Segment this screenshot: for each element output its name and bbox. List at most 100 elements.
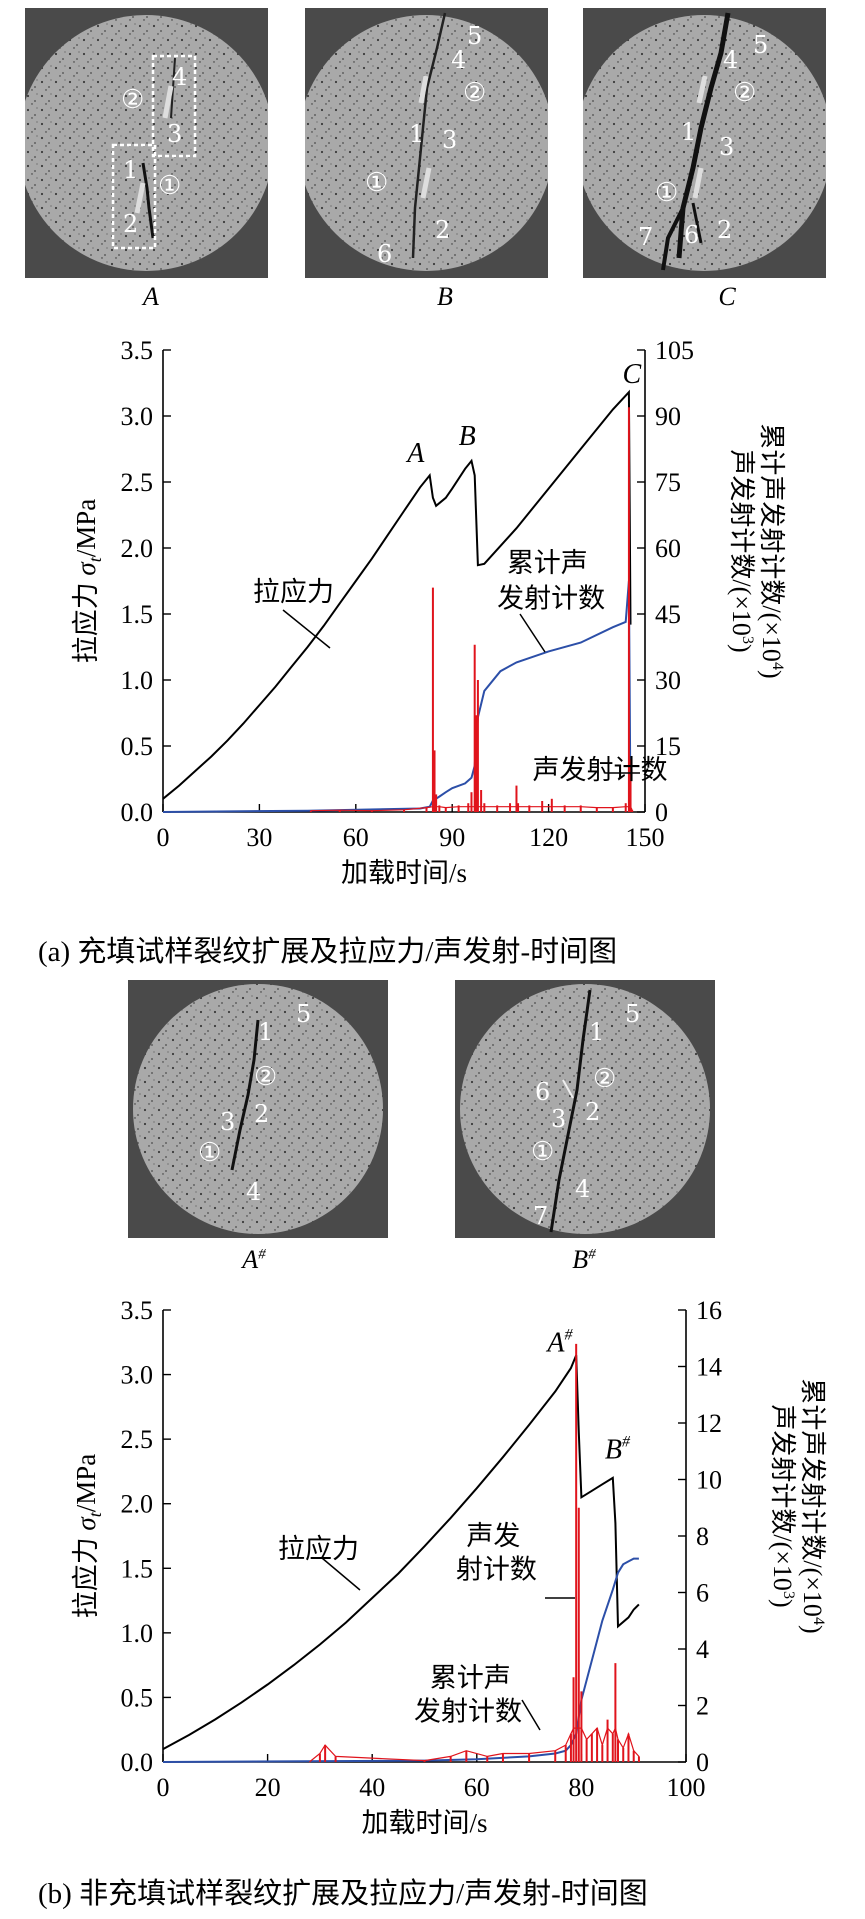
chart-annotation: B#: [605, 1434, 631, 1466]
stress-line: [162, 1354, 640, 1750]
y2-axis-label-ae: 声发射计数/(×103): [727, 449, 756, 652]
y-tick-label: 1.5: [121, 600, 154, 629]
x-tick-label: 30: [246, 823, 272, 852]
chart-annotation: 发射计数: [414, 1697, 522, 1727]
crack-marker: 3: [167, 120, 183, 148]
y-axis-label: 拉应力 σt/MPa: [71, 499, 105, 664]
chart-annotation: 声发: [466, 1521, 520, 1551]
y-tick-label: 3.5: [121, 1296, 154, 1325]
y2-tick-label: 14: [696, 1353, 722, 1382]
crack-marker: 6: [684, 221, 700, 249]
photo-specimen-a: 1 2 3 4 ① ②: [25, 8, 268, 278]
y2-axis-label-cumulative-sup: 4: [769, 662, 786, 670]
crack-marker: 4: [723, 46, 739, 74]
caption-a: (a) 充填试样裂纹扩展及拉应力/声发射-时间图: [38, 936, 618, 968]
photo-specimen-a-sharp: 1 2 3 4 5 ① ②: [128, 980, 388, 1238]
crack-circle-marker: ②: [593, 1064, 617, 1094]
chart-annotation: B: [459, 421, 476, 452]
x-tick-label: 90: [439, 823, 465, 852]
crack-marker: 1: [258, 1018, 274, 1046]
crack-marker: 7: [638, 223, 654, 251]
x-tick-label: 40: [359, 1773, 385, 1802]
y2-tick-label: 0: [655, 798, 668, 827]
y2-tick-label: 90: [655, 402, 681, 431]
y2-axis-label-ae-sup: 3: [739, 636, 756, 644]
leader-line: [519, 613, 546, 653]
y-tick-label: 2.5: [121, 468, 154, 497]
crack-marker: 2: [123, 210, 139, 238]
crack-marker: 1: [123, 156, 139, 184]
y2-tick-label: 105: [655, 336, 694, 365]
y2-tick-label: 16: [696, 1296, 722, 1325]
crack-marker: 6: [535, 1078, 551, 1106]
crack-circle-marker: ②: [121, 85, 145, 115]
y-tick-label: 1.0: [121, 666, 154, 695]
crack-marker: 2: [254, 1100, 270, 1128]
crack-marker: 2: [717, 216, 733, 244]
y-tick-label: 0.5: [121, 1683, 154, 1712]
y2-tick-label: 2: [696, 1692, 709, 1721]
leader-line: [282, 609, 331, 649]
photo-specimen-b-sharp: 1 2 3 4 5 6 7 ① ②: [455, 980, 715, 1238]
y-axis-label-part: 拉应力: [71, 1531, 101, 1619]
leader-line: [521, 1699, 541, 1731]
crack-circle-marker: ②: [733, 78, 757, 108]
chart-annotation: 累计声: [507, 548, 588, 578]
crack-circle-marker: ①: [158, 171, 182, 201]
chart-annotation-sup: #: [622, 1434, 631, 1451]
chart-annotation: 拉应力: [253, 577, 334, 607]
x-tick-label: 20: [255, 1773, 281, 1802]
y-tick-label: 2.0: [121, 534, 154, 563]
crack-marker: 5: [467, 22, 483, 50]
crack-marker: 5: [625, 1000, 641, 1028]
y-axis-label-sigma: σ: [71, 1516, 101, 1531]
y-tick-label: 3.0: [121, 1361, 154, 1390]
crack-marker: 2: [585, 1098, 601, 1126]
chart-annotation-letter: B: [605, 1435, 622, 1466]
y2-tick-label: 75: [655, 468, 681, 497]
ae-count-line: [309, 1726, 640, 1763]
crack-marker: 4: [575, 1175, 591, 1203]
chart-annotation: A#: [545, 1326, 573, 1358]
x-axis-label: 加载时间/s: [361, 1808, 487, 1838]
y-tick-label: 0.0: [121, 1748, 154, 1777]
crack-circle-marker: ①: [531, 1137, 555, 1167]
crack-marker: 1: [409, 120, 425, 148]
y-axis-label-sigma: σ: [71, 561, 101, 576]
crack-marker: 3: [551, 1105, 567, 1133]
y2-axis-label-ae-part: 声发射计数/(×10: [768, 1404, 797, 1591]
crack-marker: 1: [681, 118, 697, 146]
stress-line: [162, 389, 632, 800]
crack-marker: 3: [442, 126, 458, 154]
y-tick-label: 3.0: [121, 402, 154, 431]
photo-label-text: B: [572, 1245, 589, 1274]
crack-marker: 4: [451, 46, 467, 74]
y-tick-label: 3.5: [121, 336, 154, 365]
x-tick-label: 60: [343, 823, 369, 852]
x-tick-label: 0: [157, 1773, 170, 1802]
y-axis-label-unit: /MPa: [71, 499, 101, 558]
y-tick-label: 1.0: [121, 1619, 154, 1648]
chart-annotation: 拉应力: [278, 1534, 359, 1564]
crack-circle-marker: ②: [254, 1062, 278, 1092]
ae-count-line: [310, 806, 633, 812]
chart-annotation-letter: A: [545, 1327, 565, 1358]
chart-annotation: 发射计数: [497, 583, 605, 613]
y-tick-label: 2.0: [121, 1490, 154, 1519]
chart-b: 0 20 40 60 80 100 0.0 0.5 1.0 1.5 2.0 2.5 3.0 3.5 0 2 4 6…: [71, 1296, 827, 1838]
chart-annotation: C: [623, 359, 642, 390]
y2-axis-label-ae-close: ): [768, 1599, 797, 1608]
y2-tick-label: 15: [655, 732, 681, 761]
y2-axis-label-cumulative-close: ): [798, 1625, 827, 1634]
y2-axis-label-cumulative-part: 累计声发射计数/(×10: [757, 423, 786, 662]
y2-tick-label: 12: [696, 1409, 722, 1438]
x-axis-label: 加载时间/s: [341, 858, 467, 888]
photo-label: A#: [224, 1245, 284, 1275]
x-tick-label: 60: [464, 1773, 490, 1802]
crack-marker: 4: [246, 1178, 262, 1206]
y2-axis-label-cumulative: 累计声发射计数/(×104): [798, 1378, 827, 1633]
y2-axis-label-ae: 声发射计数/(×103): [768, 1404, 797, 1607]
crack-marker: 2: [435, 216, 451, 244]
photo-label-text: A: [242, 1245, 259, 1274]
y-axis-label-unit: /MPa: [71, 1454, 101, 1513]
